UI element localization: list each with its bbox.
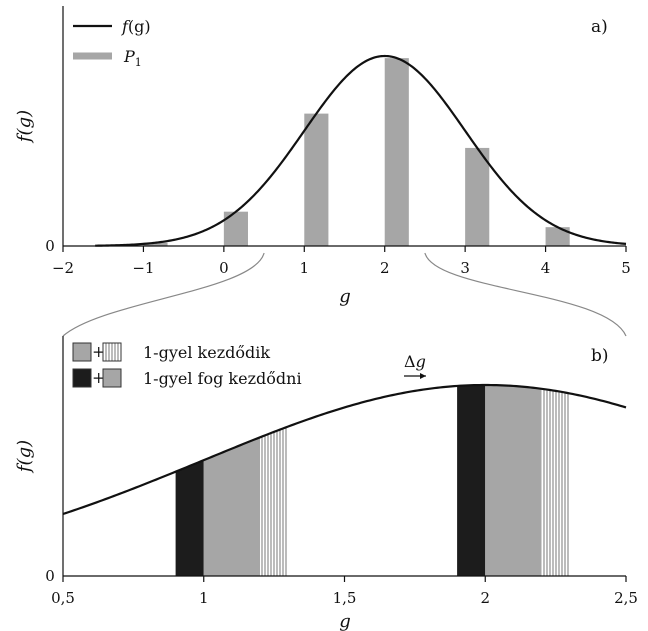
panel-b-bar-gray-1	[203, 437, 261, 576]
panel-a-x-tick-label: 2	[380, 259, 390, 277]
panel-b-curve	[62, 383, 627, 516]
panel-a-x-tick-label: 3	[460, 259, 470, 277]
legend-b1-gray-swatch	[72, 342, 92, 362]
panel-a-x-tick-label: 5	[621, 259, 631, 277]
legend-bar-label: P1	[123, 47, 142, 69]
panel-b-label: b)	[591, 346, 609, 366]
panel-b-y-axis-title: f(g)	[14, 440, 35, 474]
panel-a-x-tick-label: 1	[300, 259, 310, 277]
legend-b1-hatched-swatch	[102, 342, 122, 362]
panel-b-x-tick-label: 1,5	[333, 589, 357, 607]
panel-a-bar-0	[143, 242, 168, 246]
legend-b1-plus: +	[92, 342, 105, 361]
panel-a-x-tick-label: 0	[219, 259, 229, 277]
delta-g-arrow-head	[420, 373, 426, 379]
panel-a-bar-2	[304, 113, 329, 247]
legend-b1-label: 1-gyel kezdődik	[143, 343, 270, 362]
panel-a-y-axis-title: f(g)	[14, 110, 35, 144]
panel-b-bar-black-3	[457, 385, 486, 576]
panel-b-bars	[175, 385, 570, 576]
legend-b2-plus: +	[92, 368, 105, 387]
panel-b-legend: + 1-gyel kezdődik + 1-gyel fog kezdődni	[72, 342, 302, 388]
legend-line-label: f(g)	[121, 17, 151, 36]
panel-b-x-axis-title: g	[339, 611, 351, 631]
zoom-connector-left	[62, 252, 265, 337]
panel-b-x-ticks: 0,5 1 1,5 2 2,5	[51, 576, 638, 607]
panel-b: 0,5 1 1,5 2 2,5 0 g f(g) b) Δg + 1-gyel kezd…	[14, 336, 638, 631]
panel-a-legend: f(g) P1	[73, 17, 151, 69]
panel-a-x-tick-label: −1	[132, 259, 154, 277]
panel-a-x-ticks: −2 −1 0 1 2 3 4 5	[52, 246, 631, 277]
panel-a-curve	[95, 54, 627, 247]
panel-b-x-tick-label: 0,5	[51, 589, 75, 607]
panel-a-x-tick-label: −2	[52, 259, 74, 277]
panel-a-x-tick-label: 4	[541, 259, 551, 277]
panel-b-x-tick-label: 2	[480, 589, 490, 607]
panel-a-bar-5	[545, 227, 570, 246]
panel-a-bars	[143, 58, 570, 247]
panel-b-bar-gray-4	[485, 385, 542, 576]
delta-g-label: Δg	[404, 352, 426, 371]
panel-a-y-tick-label: 0	[45, 237, 55, 255]
panel-a-bar-4	[465, 147, 490, 246]
panel-a: −2 −1 0 1 2 3 4 5 0 g f(g) a) f(g) P1	[14, 6, 631, 307]
legend-b2-label: 1-gyel fog kezdődni	[143, 369, 302, 388]
panel-b-bar-hatched-5	[541, 388, 570, 576]
panel-b-x-tick-label: 1	[199, 589, 209, 607]
legend-b2-gray-swatch	[102, 368, 122, 388]
panel-a-bar-3	[384, 58, 409, 247]
panel-b-bar-black-0	[175, 460, 204, 576]
panel-b-y-tick-label: 0	[45, 567, 55, 585]
legend-b2-black-swatch	[72, 368, 92, 388]
panel-a-label: a)	[591, 17, 608, 37]
zoom-connector-right	[424, 252, 627, 337]
panel-a-x-axis-title: g	[339, 286, 351, 307]
panel-b-bar-hatched-2	[260, 426, 289, 576]
panel-b-x-tick-label: 2,5	[614, 589, 638, 607]
delta-g-annotation: Δg	[404, 352, 426, 379]
